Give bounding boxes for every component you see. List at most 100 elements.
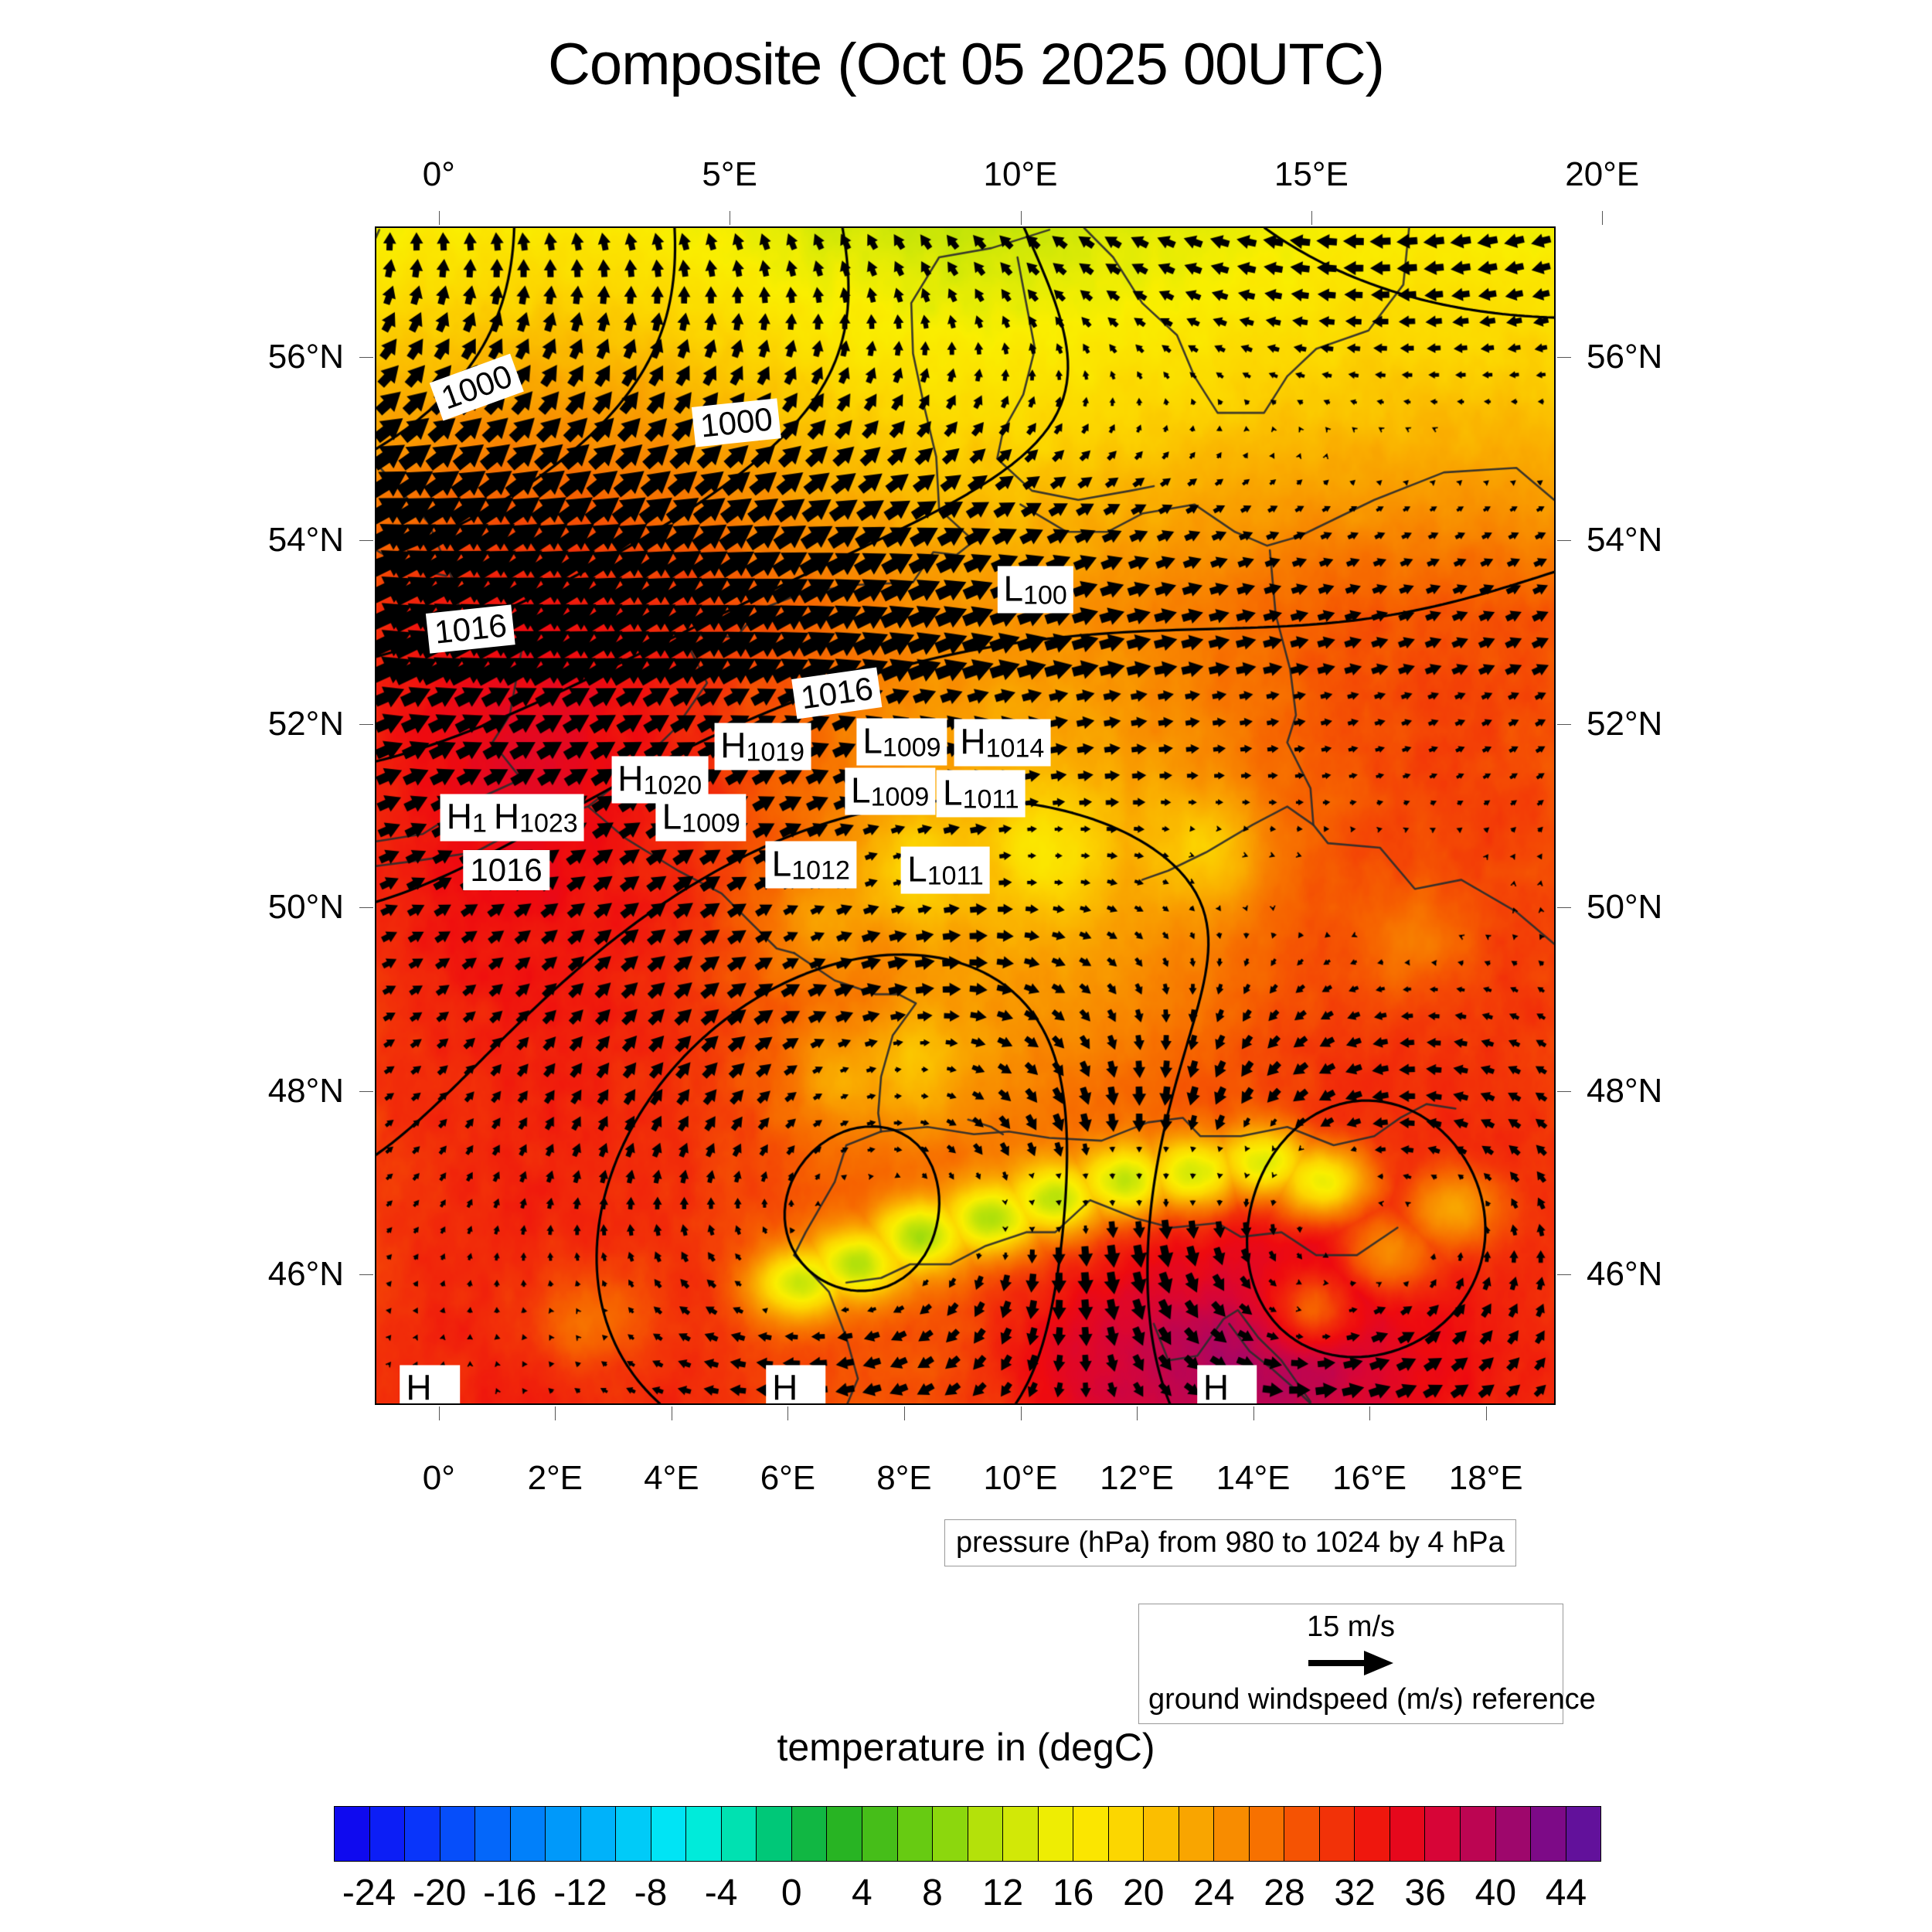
axis-bottom-label: 16°E — [1332, 1459, 1407, 1497]
colorbar-cell — [1214, 1807, 1250, 1861]
axis-bottom-label: 18°E — [1448, 1459, 1523, 1497]
colorbar-cell — [1284, 1807, 1320, 1861]
contour-label: 1000 — [691, 397, 782, 447]
pressure-center-label: H1019 — [714, 723, 811, 770]
axis-tick — [1557, 356, 1571, 358]
axis-tick — [1557, 1090, 1571, 1092]
colorbar-tick-label: -8 — [634, 1872, 668, 1913]
wind-reference-arrow-icon — [1148, 1641, 1553, 1685]
colorbar-cell — [616, 1807, 651, 1861]
axis-tick — [1602, 211, 1604, 225]
colorbar-cell — [862, 1807, 898, 1861]
wind-reference-value: 15 m/s — [1306, 1611, 1396, 1643]
axis-right-label: 52°N — [1587, 704, 1663, 743]
colorbar-cell — [405, 1807, 440, 1861]
wind-reference-caption: ground windspeed (m/s) reference — [1148, 1683, 1596, 1716]
colorbar-tick-label: 4 — [851, 1872, 872, 1913]
colorbar-cell — [791, 1807, 828, 1861]
colorbar-cell — [651, 1807, 687, 1861]
colorbar-tick-label: 28 — [1264, 1872, 1305, 1913]
colorbar-tick-label: 40 — [1475, 1872, 1517, 1913]
colorbar-tick-label: 24 — [1193, 1872, 1235, 1913]
axis-top-label: 20°E — [1565, 155, 1640, 193]
colorbar-cell — [1249, 1807, 1285, 1861]
colorbar-tick-label: 16 — [1052, 1872, 1094, 1913]
axis-tick — [1020, 211, 1022, 225]
contour-label: 1016 — [426, 604, 516, 654]
axis-tick — [359, 907, 373, 909]
colorbar-cell — [440, 1807, 476, 1861]
axis-tick — [1020, 1406, 1022, 1420]
colorbar-cell — [1495, 1807, 1532, 1861]
colorbar-tick-label: 44 — [1545, 1872, 1587, 1913]
colorbar-cell — [897, 1807, 934, 1861]
axis-tick — [1253, 1406, 1254, 1420]
colorbar-cell — [1355, 1807, 1390, 1861]
colorbar-cell — [1179, 1807, 1215, 1861]
axis-bottom-label: 14°E — [1216, 1459, 1291, 1497]
axis-tick — [787, 1406, 789, 1420]
pressure-center-label: H1014 — [954, 719, 1051, 767]
colorbar-tick-label: -16 — [483, 1872, 537, 1913]
colorbar-tick-label: 0 — [781, 1872, 802, 1913]
axis-tick — [1557, 1274, 1571, 1276]
axis-top-label: 10°E — [983, 155, 1058, 193]
pressure-center-label: L1009 — [655, 794, 747, 841]
axis-left-label: 56°N — [267, 337, 344, 376]
axis-tick — [1557, 540, 1571, 542]
colorbar-tick-label: -12 — [553, 1872, 607, 1913]
colorbar-cell — [1531, 1807, 1566, 1861]
axis-tick — [555, 1406, 556, 1420]
axis-bottom-label: 4°E — [644, 1459, 699, 1497]
axis-right-label: 54°N — [1587, 521, 1663, 560]
colorbar-cell — [1425, 1807, 1461, 1861]
page-title: Composite (Oct 05 2025 00UTC) — [548, 32, 1385, 97]
colorbar-tick-label: 36 — [1404, 1872, 1446, 1913]
axis-bottom-label: 6°E — [760, 1459, 816, 1497]
colorbar-cell — [1144, 1807, 1179, 1861]
axis-top-label: 5°E — [702, 155, 757, 193]
pressure-center-label: L1009 — [845, 767, 936, 815]
colorbar-cell — [510, 1807, 546, 1861]
colorbar-cell — [546, 1807, 581, 1861]
colorbar-cell — [686, 1807, 722, 1861]
pressure-center-label: H1023 — [487, 794, 584, 841]
axis-left-label: 48°N — [267, 1071, 344, 1110]
axis-tick — [438, 211, 440, 225]
weather-map[interactable]: 10001000101610161016H1023H1023H1020H1019… — [375, 226, 1556, 1405]
axis-top-label: 15°E — [1274, 155, 1349, 193]
axis-tick — [359, 1090, 373, 1092]
pressure-center-label: L1011 — [936, 770, 1026, 818]
colorbar-cell — [1461, 1807, 1496, 1861]
axis-tick — [1311, 211, 1312, 225]
axis-right-label: 56°N — [1587, 337, 1663, 376]
axis-bottom-label: 8°E — [876, 1459, 932, 1497]
pressure-center-label: L1012 — [765, 841, 856, 888]
axis-tick — [359, 723, 373, 725]
axis-bottom-label: 0° — [422, 1459, 455, 1497]
colorbar-cell — [580, 1807, 617, 1861]
axis-tick — [1557, 907, 1571, 909]
pressure-legend: pressure (hPa) from 980 to 1024 by 4 hPa — [944, 1519, 1516, 1566]
colorbar-cell — [369, 1807, 406, 1861]
axis-left-label: 50°N — [267, 888, 344, 927]
colorbar-tick-labels: -24 -20 -16 -12 -8 -4 0 4 8 12 16 20 24 28 32 36 40 44 — [334, 1872, 1601, 1918]
axis-tick — [438, 1406, 440, 1420]
colorbar-cell — [1566, 1807, 1601, 1861]
pressure-center-label: L100 — [997, 566, 1073, 614]
colorbar-tick-label: -4 — [704, 1872, 738, 1913]
colorbar-cell — [933, 1807, 968, 1861]
pressure-center-label-clipped: H — [1196, 1365, 1257, 1403]
axis-right-label: 46°N — [1587, 1255, 1663, 1294]
pressure-center-label-clipped: H — [400, 1365, 461, 1403]
colorbar-tick-label: -20 — [412, 1872, 467, 1913]
axis-top-label: 0° — [422, 155, 455, 193]
colorbar-cell — [1108, 1807, 1145, 1861]
axis-bottom-label: 2°E — [527, 1459, 583, 1497]
colorbar-cell — [757, 1807, 792, 1861]
axis-tick — [359, 356, 373, 358]
axis-left-label: 46°N — [267, 1255, 344, 1294]
colorbar[interactable] — [334, 1806, 1601, 1862]
axis-bottom-label: 12°E — [1100, 1459, 1174, 1497]
pressure-center-label: L1009 — [856, 718, 947, 766]
